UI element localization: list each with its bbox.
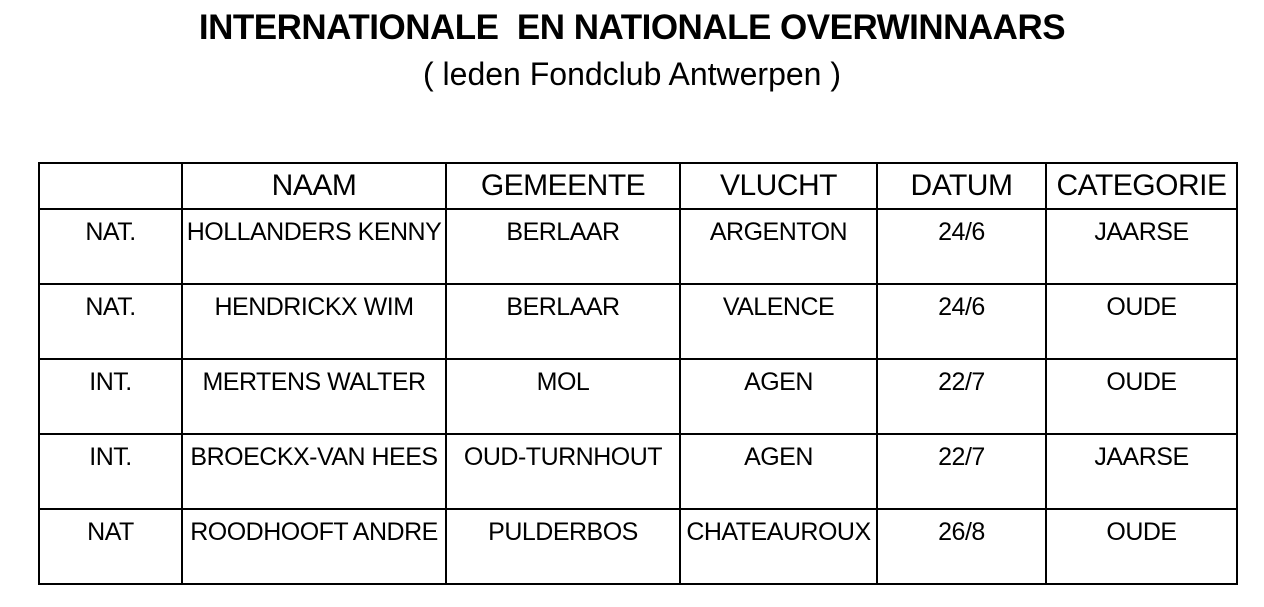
page-subtitle: ( leden Fondclub Antwerpen ) (422, 56, 842, 93)
document-header: INTERNATIONALE EN NATIONALE OVERWINNAARS… (0, 8, 1264, 93)
cell-gemeente: MOL (445, 358, 681, 435)
cell-categorie: OUDE (1045, 358, 1238, 435)
column-header-type (38, 162, 183, 210)
cell-datum: 26/8 (876, 508, 1047, 585)
cell-datum: 24/6 (876, 208, 1047, 285)
cell-categorie: JAARSE (1045, 208, 1238, 285)
cell-type: NAT (38, 508, 183, 585)
cell-gemeente: OUD-TURNHOUT (445, 433, 681, 510)
winners-table: NAAM GEMEENTE VLUCHT DATUM CATEGORIE NAT… (38, 162, 1238, 585)
cell-vlucht: CHATEAUROUX (679, 508, 878, 585)
table-row: INT. MERTENS WALTER MOL AGEN 22/7 OUDE (38, 358, 1238, 435)
cell-datum: 22/7 (876, 358, 1047, 435)
cell-type: NAT. (38, 283, 183, 360)
cell-type: INT. (38, 433, 183, 510)
cell-categorie: OUDE (1045, 508, 1238, 585)
table-body: NAT. HOLLANDERS KENNY BERLAAR ARGENTON 2… (38, 208, 1238, 585)
header-row: NAAM GEMEENTE VLUCHT DATUM CATEGORIE (38, 162, 1238, 210)
cell-naam: MERTENS WALTER (181, 358, 447, 435)
cell-naam: BROECKX-VAN HEES (181, 433, 447, 510)
column-header-vlucht: VLUCHT (679, 162, 878, 210)
page-title: INTERNATIONALE EN NATIONALE OVERWINNAARS (198, 8, 1066, 47)
column-header-naam: NAAM (181, 162, 447, 210)
cell-gemeente: PULDERBOS (445, 508, 681, 585)
table-row: NAT. HOLLANDERS KENNY BERLAAR ARGENTON 2… (38, 208, 1238, 285)
cell-gemeente: BERLAAR (445, 208, 681, 285)
cell-categorie: OUDE (1045, 283, 1238, 360)
cell-vlucht: VALENCE (679, 283, 878, 360)
column-header-datum: DATUM (876, 162, 1047, 210)
column-header-categorie: CATEGORIE (1045, 162, 1238, 210)
cell-type: NAT. (38, 208, 183, 285)
table-row: NAT. HENDRICKX WIM BERLAAR VALENCE 24/6 … (38, 283, 1238, 360)
table-header: NAAM GEMEENTE VLUCHT DATUM CATEGORIE (38, 162, 1238, 210)
cell-datum: 22/7 (876, 433, 1047, 510)
table-row: INT. BROECKX-VAN HEES OUD-TURNHOUT AGEN … (38, 433, 1238, 510)
cell-datum: 24/6 (876, 283, 1047, 360)
cell-naam: ROODHOOFT ANDRE (181, 508, 447, 585)
column-header-gemeente: GEMEENTE (445, 162, 681, 210)
cell-categorie: JAARSE (1045, 433, 1238, 510)
cell-naam: HOLLANDERS KENNY (181, 208, 447, 285)
table-row: NAT ROODHOOFT ANDRE PULDERBOS CHATEAUROU… (38, 508, 1238, 585)
cell-vlucht: AGEN (679, 433, 878, 510)
cell-naam: HENDRICKX WIM (181, 283, 447, 360)
cell-vlucht: AGEN (679, 358, 878, 435)
cell-gemeente: BERLAAR (445, 283, 681, 360)
cell-vlucht: ARGENTON (679, 208, 878, 285)
cell-type: INT. (38, 358, 183, 435)
